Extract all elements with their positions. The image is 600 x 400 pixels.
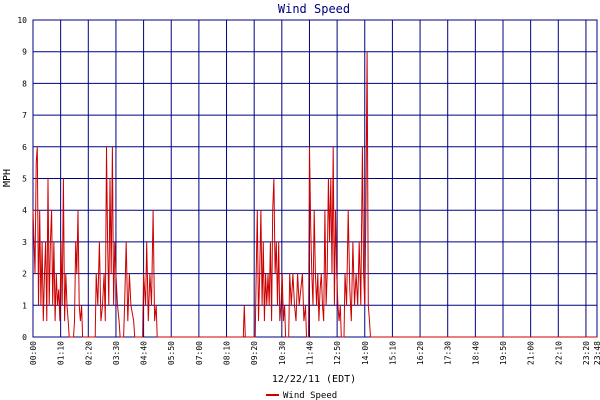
x-tick-label: 14:00 <box>361 341 370 365</box>
x-tick-label: 11:40 <box>305 341 314 365</box>
x-tick-label: 04:40 <box>140 341 149 365</box>
y-tick-label: 4 <box>22 206 27 215</box>
chart-title: Wind Speed <box>278 2 350 16</box>
x-tick-label: 18:40 <box>471 341 480 365</box>
y-tick-label: 9 <box>22 48 27 57</box>
x-tick-label: 21:00 <box>527 341 536 365</box>
x-tick-label: 12:50 <box>333 341 342 365</box>
x-tick-label: 23:48 <box>593 341 600 365</box>
x-tick-label: 19:50 <box>499 341 508 365</box>
x-tick-label: 03:30 <box>112 341 121 365</box>
y-tick-label: 1 <box>22 301 27 310</box>
x-tick-label: 10:30 <box>278 341 287 365</box>
y-tick-label: 6 <box>22 143 27 152</box>
y-tick-label: 3 <box>22 238 27 247</box>
y-tick-label: 7 <box>22 111 27 120</box>
y-tick-label: 10 <box>17 16 27 25</box>
x-tick-label: 15:10 <box>388 341 397 365</box>
x-tick-label: 23:20 <box>582 341 591 365</box>
x-tick-label: 02:20 <box>84 341 93 365</box>
wind-speed-series-line <box>32 51 597 338</box>
x-tick-label: 16:20 <box>416 341 425 365</box>
y-axis-label: MPH <box>2 169 13 187</box>
x-tick-label: 01:10 <box>57 341 66 365</box>
x-tick-label: 07:00 <box>195 341 204 365</box>
x-axis-ticks: 00:00 01:10 02:20 03:30 04:40 05:50 07:00 08:10… <box>29 341 600 365</box>
x-tick-label: 05:50 <box>167 341 176 365</box>
y-tick-label: 5 <box>22 175 27 184</box>
x-tick-label: 22:10 <box>554 341 563 365</box>
x-tick-label: 09:20 <box>250 341 259 365</box>
y-tick-label: 0 <box>22 333 27 342</box>
x-tick-label: 17:30 <box>444 341 453 365</box>
x-tick-label: 08:10 <box>223 341 232 365</box>
legend-label: Wind Speed <box>283 391 337 400</box>
y-tick-label: 8 <box>22 79 27 88</box>
x-tick-label: 00:00 <box>29 341 38 365</box>
x-axis-label: 12/22/11 (EDT) <box>272 374 356 385</box>
y-axis-ticks: 0 1 2 3 4 5 6 7 8 9 10 <box>17 16 27 342</box>
y-tick-label: 2 <box>22 270 27 279</box>
series-layer <box>32 51 597 338</box>
